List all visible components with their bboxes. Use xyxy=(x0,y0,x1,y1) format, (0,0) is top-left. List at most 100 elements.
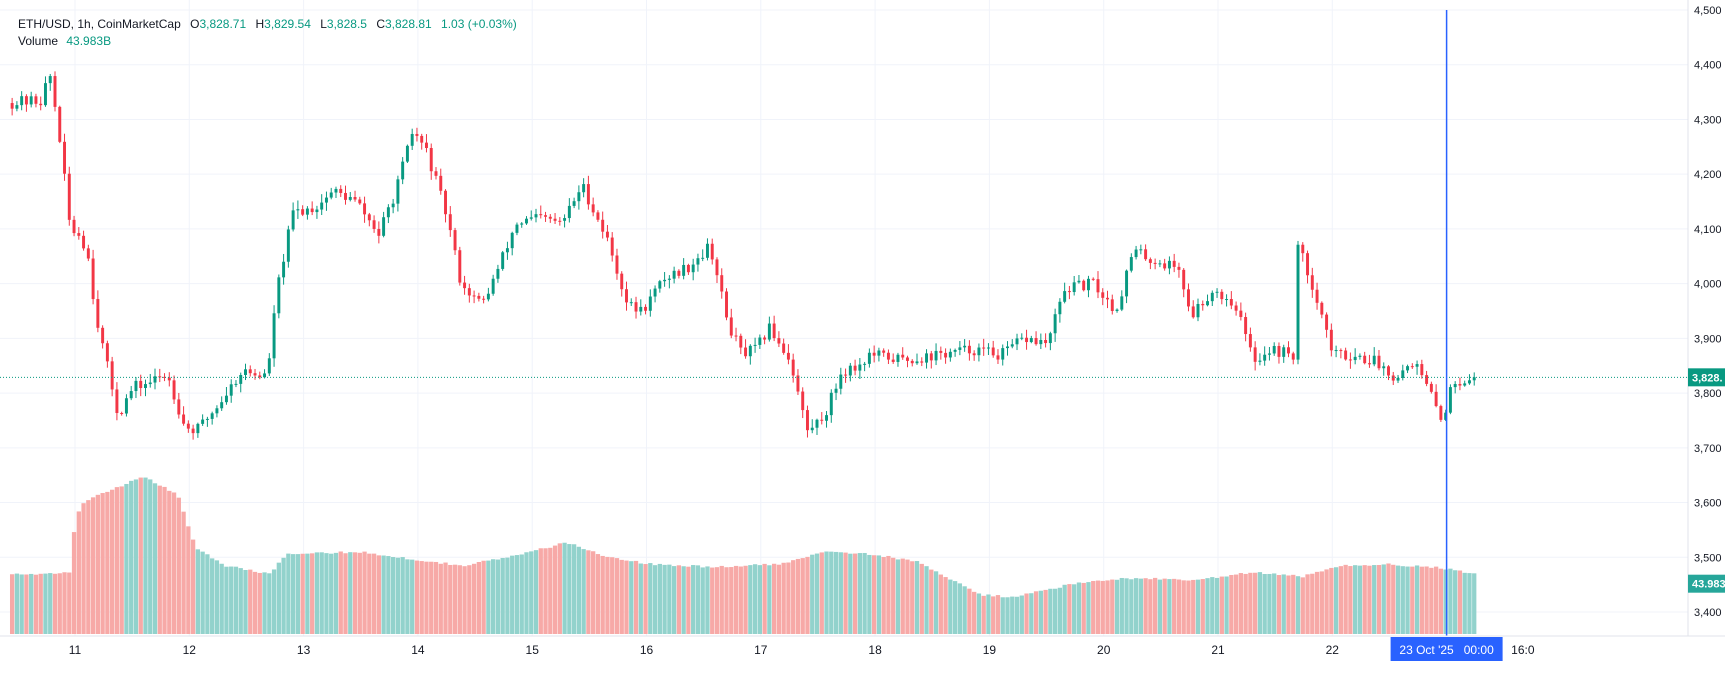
candle-body xyxy=(401,161,405,180)
volume-bar xyxy=(1062,584,1067,634)
candle-body xyxy=(839,374,843,389)
volume-bar xyxy=(1248,572,1253,634)
candle-body xyxy=(186,423,190,429)
volume-bar xyxy=(529,551,534,634)
symbol-label[interactable]: ETH/USD xyxy=(18,17,71,31)
interval-label[interactable]: 1h xyxy=(77,17,91,31)
volume-bar xyxy=(452,564,458,634)
candle-body xyxy=(20,96,24,106)
candle-body xyxy=(958,347,962,350)
candle-body xyxy=(1467,380,1471,384)
volume-bar xyxy=(995,595,1001,634)
time-axis[interactable]: 11 12 13 14 15 16 17 18 19 20 21 22 16:0 xyxy=(69,643,1535,657)
candle-body xyxy=(739,335,743,348)
volume-bar xyxy=(976,593,982,634)
candle-body xyxy=(663,279,667,282)
candle-body xyxy=(582,184,586,193)
volume-bar xyxy=(405,559,410,634)
candle-body xyxy=(1210,292,1214,302)
candle-body xyxy=(596,212,600,220)
candle-body xyxy=(1377,355,1381,369)
volume-bar xyxy=(1319,571,1324,634)
volume-bar xyxy=(1214,577,1220,634)
candle-body xyxy=(67,173,71,220)
candle-body xyxy=(172,380,176,400)
x-tick-label: 13 xyxy=(297,643,311,657)
volume-bar xyxy=(1086,582,1091,634)
volume-bar xyxy=(881,557,886,634)
volume-bar xyxy=(681,566,686,634)
volume-bar xyxy=(157,485,162,634)
candle-body xyxy=(53,76,57,107)
volume-bar xyxy=(200,551,205,634)
volume-bar xyxy=(1381,564,1386,634)
candle-body xyxy=(282,261,286,278)
volume-bar xyxy=(448,564,453,634)
price-axis[interactable]: 4,500 4,400 4,300 4,200 4,100 4,000 3,900 3,800… xyxy=(1694,5,1722,619)
volume-bar xyxy=(267,573,272,634)
volume-bar xyxy=(1348,566,1353,634)
volume-bar xyxy=(1152,577,1158,634)
candle-body xyxy=(1191,306,1195,318)
candle-body xyxy=(625,289,628,303)
volume-label[interactable]: Volume xyxy=(18,34,59,48)
volume-bar xyxy=(1281,574,1286,634)
volume-bar xyxy=(948,579,953,634)
volume-bar xyxy=(1057,587,1063,634)
candle-body xyxy=(577,192,581,202)
candle-body xyxy=(91,258,95,300)
candle-body xyxy=(672,270,676,279)
candle-body xyxy=(1434,391,1438,407)
volume-bar xyxy=(1386,563,1391,634)
y-tick-label: 3,400 xyxy=(1694,607,1722,619)
volume-bar xyxy=(281,557,286,634)
volume-bar xyxy=(757,565,762,634)
volume-bar xyxy=(991,596,996,634)
volume-bar xyxy=(686,566,691,634)
volume-bar xyxy=(338,551,343,634)
candle-body xyxy=(124,398,128,414)
candle-body xyxy=(229,384,233,396)
candle-body xyxy=(1420,364,1424,376)
volume-bar xyxy=(324,553,329,634)
volume-bar xyxy=(867,554,872,634)
volume-bar xyxy=(929,569,934,634)
candle-body xyxy=(601,219,605,232)
volume-bar xyxy=(119,486,124,634)
volume-bar xyxy=(262,572,267,634)
candle-body xyxy=(529,217,533,219)
close-value: 3,828.81 xyxy=(384,17,432,31)
candle-body xyxy=(848,365,852,376)
candle-body xyxy=(258,375,262,378)
candle-body xyxy=(1158,263,1162,265)
volume-bar xyxy=(129,480,134,634)
candle-body xyxy=(101,327,105,344)
volume-bar xyxy=(1424,566,1429,634)
volume-bar xyxy=(1419,566,1424,634)
volume-bar xyxy=(229,566,234,634)
volume-bar xyxy=(19,574,24,634)
volume-bar xyxy=(1210,577,1215,634)
volume-bar xyxy=(610,557,615,634)
candle-body xyxy=(420,135,424,143)
volume-bar xyxy=(914,561,920,634)
candle-body xyxy=(1296,244,1300,360)
candle-body xyxy=(744,347,748,357)
candle-body xyxy=(639,306,643,312)
volume-bar xyxy=(319,552,324,634)
candle-body xyxy=(525,218,528,224)
volume-bar xyxy=(1291,574,1296,634)
volume-bar xyxy=(486,560,491,634)
x-tick-label: 22 xyxy=(1326,643,1340,657)
candle-body xyxy=(1358,355,1362,357)
candle-body xyxy=(153,376,157,383)
candle-body xyxy=(272,313,276,359)
volume-bar xyxy=(1429,567,1434,634)
candle-body xyxy=(301,209,305,215)
candle-body xyxy=(886,352,890,360)
candle-body xyxy=(148,382,152,385)
volume-bar xyxy=(1162,578,1167,634)
candle-body xyxy=(810,427,814,431)
